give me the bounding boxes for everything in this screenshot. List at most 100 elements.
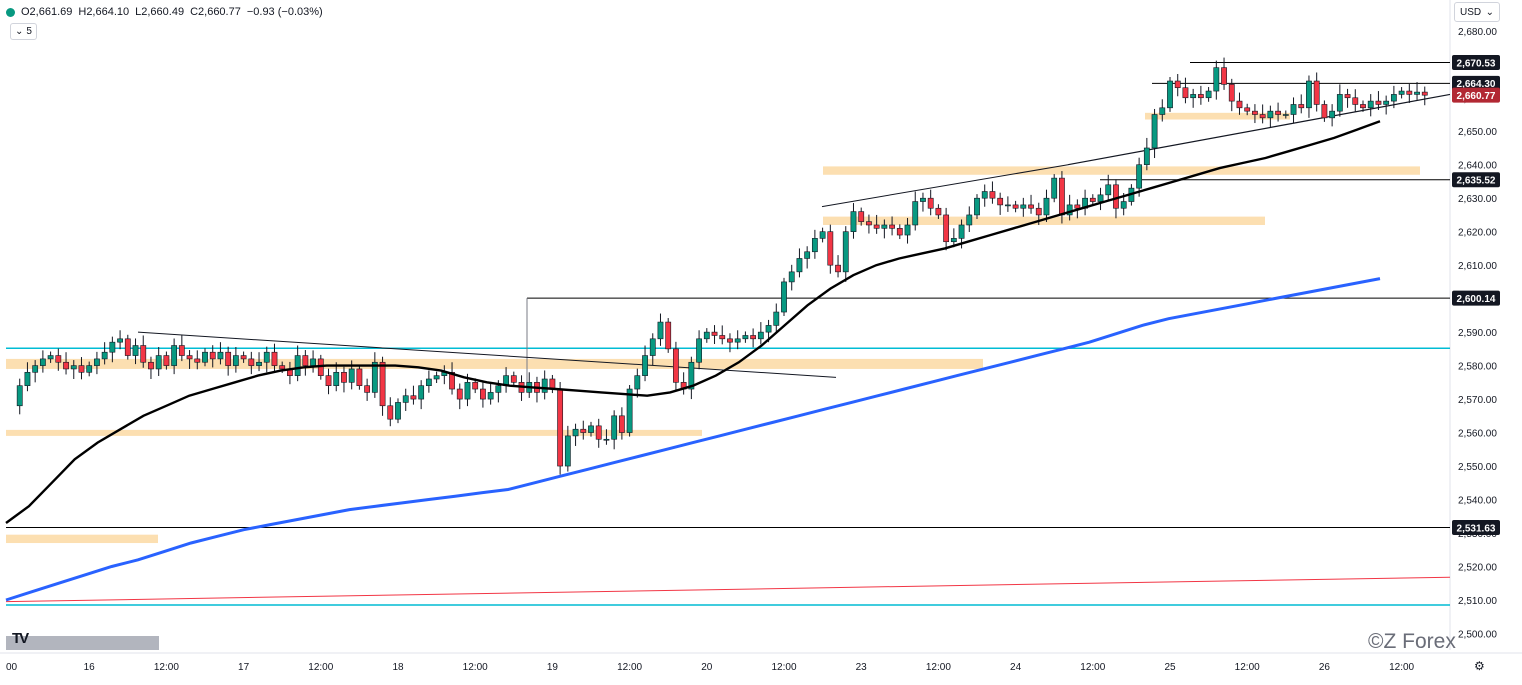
candle: [711, 325, 718, 345]
candle: [333, 362, 340, 392]
y-tick-label: 2,590.00: [1458, 328, 1497, 339]
x-tick-label: 17: [238, 662, 250, 673]
support-zone-2: [6, 534, 158, 544]
candle: [642, 345, 648, 382]
candle: [1375, 91, 1382, 110]
candle: [1336, 84, 1343, 117]
candle: [1105, 174, 1112, 201]
candle: [703, 328, 710, 343]
candle: [387, 397, 394, 427]
x-tick-label: 23: [856, 662, 868, 673]
candle: [310, 350, 316, 373]
y-tick-label: 2,580.00: [1458, 362, 1497, 373]
candle: [935, 204, 942, 219]
candle: [86, 361, 93, 377]
price-label: 2,664.30: [1457, 79, 1496, 90]
candle: [1089, 194, 1096, 206]
candle: [302, 350, 309, 376]
candle: [480, 382, 486, 408]
chevron-down-icon: ⌄: [15, 26, 24, 37]
candle: [1360, 100, 1366, 112]
tradingview-logo: TV: [12, 630, 29, 647]
candle: [70, 360, 77, 379]
candle: [117, 330, 123, 350]
candle: [742, 331, 749, 343]
price-label-box: [1452, 75, 1500, 91]
candle: [395, 398, 401, 424]
candle: [796, 248, 803, 278]
x-tick-label: 12:00: [1389, 662, 1414, 673]
candle: [132, 338, 139, 365]
x-tick-label: 12:00: [1235, 662, 1260, 673]
y-tick-label: 2,570.00: [1458, 395, 1497, 406]
ema-200-line: [5, 277, 1381, 602]
support-zone-5: [1145, 112, 1290, 120]
candle: [1151, 108, 1158, 159]
y-tick-label: 2,510.00: [1458, 596, 1497, 607]
candle: [155, 347, 162, 376]
candle: [410, 385, 417, 405]
candle: [1182, 77, 1189, 104]
candle: [881, 219, 888, 239]
gear-icon[interactable]: ⚙: [1474, 659, 1485, 673]
candle: [248, 351, 255, 375]
close-value: C2,660.77: [190, 6, 241, 18]
candle: [1298, 94, 1305, 114]
price-label: 2,600.14: [1457, 294, 1496, 305]
candle: [1236, 92, 1243, 115]
candle: [1221, 57, 1227, 90]
price-label: 2,531.63: [1457, 523, 1496, 534]
indicators-toggle[interactable]: ⌄ 5: [10, 23, 37, 40]
candle: [178, 335, 185, 362]
candle: [1252, 104, 1258, 124]
candle: [148, 356, 154, 379]
candle: [981, 184, 988, 207]
candle: [804, 246, 811, 269]
candle: [688, 356, 695, 400]
candle: [989, 181, 996, 204]
candle: [433, 371, 440, 384]
candle: [750, 328, 757, 348]
candle: [1004, 196, 1011, 212]
candle: [873, 214, 880, 234]
candle: [1421, 86, 1428, 106]
candle: [611, 410, 618, 450]
x-tick-label: 12:00: [926, 662, 951, 673]
candle: [1097, 187, 1104, 211]
x-tick-label: 19: [547, 662, 559, 673]
candle: [1213, 60, 1220, 100]
candle: [1406, 84, 1413, 103]
candle: [1174, 73, 1181, 97]
candle: [557, 382, 564, 475]
candle: [634, 368, 641, 398]
candle: [966, 206, 973, 233]
candle: [1259, 104, 1266, 124]
candle: [55, 348, 62, 371]
candle: [194, 350, 201, 370]
open-value: O2,661.69: [21, 6, 73, 18]
candle: [371, 352, 378, 398]
brand-text: ©Z Forex: [1368, 630, 1456, 653]
rising-trendline: [1067, 93, 1451, 166]
y-tick-label: 2,680.00: [1458, 27, 1497, 38]
candle: [673, 341, 679, 391]
y-tick-label: 2,650.00: [1458, 127, 1497, 138]
x-tick-label: 25: [1164, 662, 1176, 673]
candle: [217, 342, 224, 365]
candle: [364, 378, 371, 401]
indicator-count: 5: [26, 26, 32, 37]
candle: [449, 362, 455, 395]
upper-trendline: [821, 164, 1069, 208]
candle: [1244, 103, 1251, 116]
x-tick-label: 12:00: [463, 662, 488, 673]
candle: [1190, 88, 1197, 108]
candle: [341, 366, 347, 393]
candle: [788, 264, 795, 291]
x-tick-label: 20: [701, 662, 713, 673]
candle: [920, 192, 926, 212]
candle: [734, 330, 741, 350]
candle: [1159, 99, 1166, 122]
candle: [842, 226, 849, 282]
currency-selector[interactable]: USD ⌄: [1454, 2, 1500, 22]
